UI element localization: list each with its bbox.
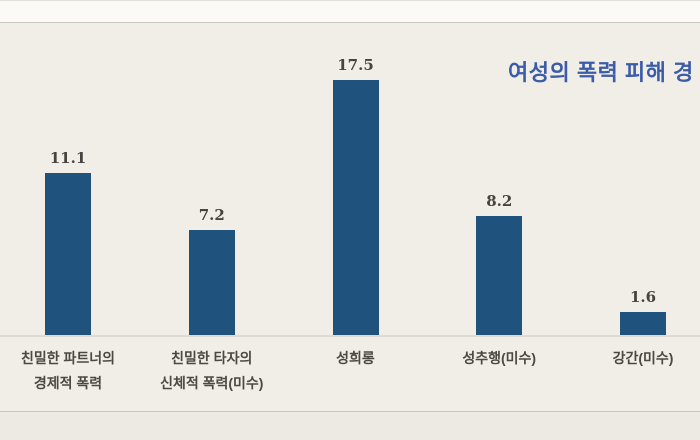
bar — [620, 311, 666, 335]
category-label: 강간(미수) — [558, 346, 700, 371]
category-label-line: 친밀한 타자의 — [171, 350, 253, 366]
bar — [332, 80, 379, 335]
top-margin-strip — [0, 0, 700, 23]
bar-value-label: 8.2 — [486, 191, 513, 210]
category-label-line: 강간(미수) — [612, 350, 674, 366]
category-label-line: 친밀한 파트너의 — [20, 350, 116, 366]
category-label: 성추행(미수) — [414, 346, 584, 371]
category-label-line: 경제적 폭력 — [33, 375, 103, 391]
x-axis-line — [0, 335, 700, 337]
bar — [188, 230, 235, 335]
bar-value-label: 7.2 — [198, 206, 225, 225]
bar-value-label: 11.1 — [49, 149, 87, 168]
bottom-margin-strip — [0, 411, 700, 440]
bar-value-label: 1.6 — [629, 287, 657, 306]
category-label-line: 신체적 폭력(미수) — [160, 375, 264, 391]
chart-title: 여성의 폭력 피해 경 — [508, 60, 694, 85]
bar — [476, 215, 523, 335]
category-label: 성희롱 — [271, 346, 441, 371]
category-label-line: 성희롱 — [336, 350, 375, 366]
bar-value-label: 17.5 — [337, 56, 374, 75]
bar — [45, 173, 91, 335]
category-label-line: 성추행(미수) — [462, 350, 537, 366]
